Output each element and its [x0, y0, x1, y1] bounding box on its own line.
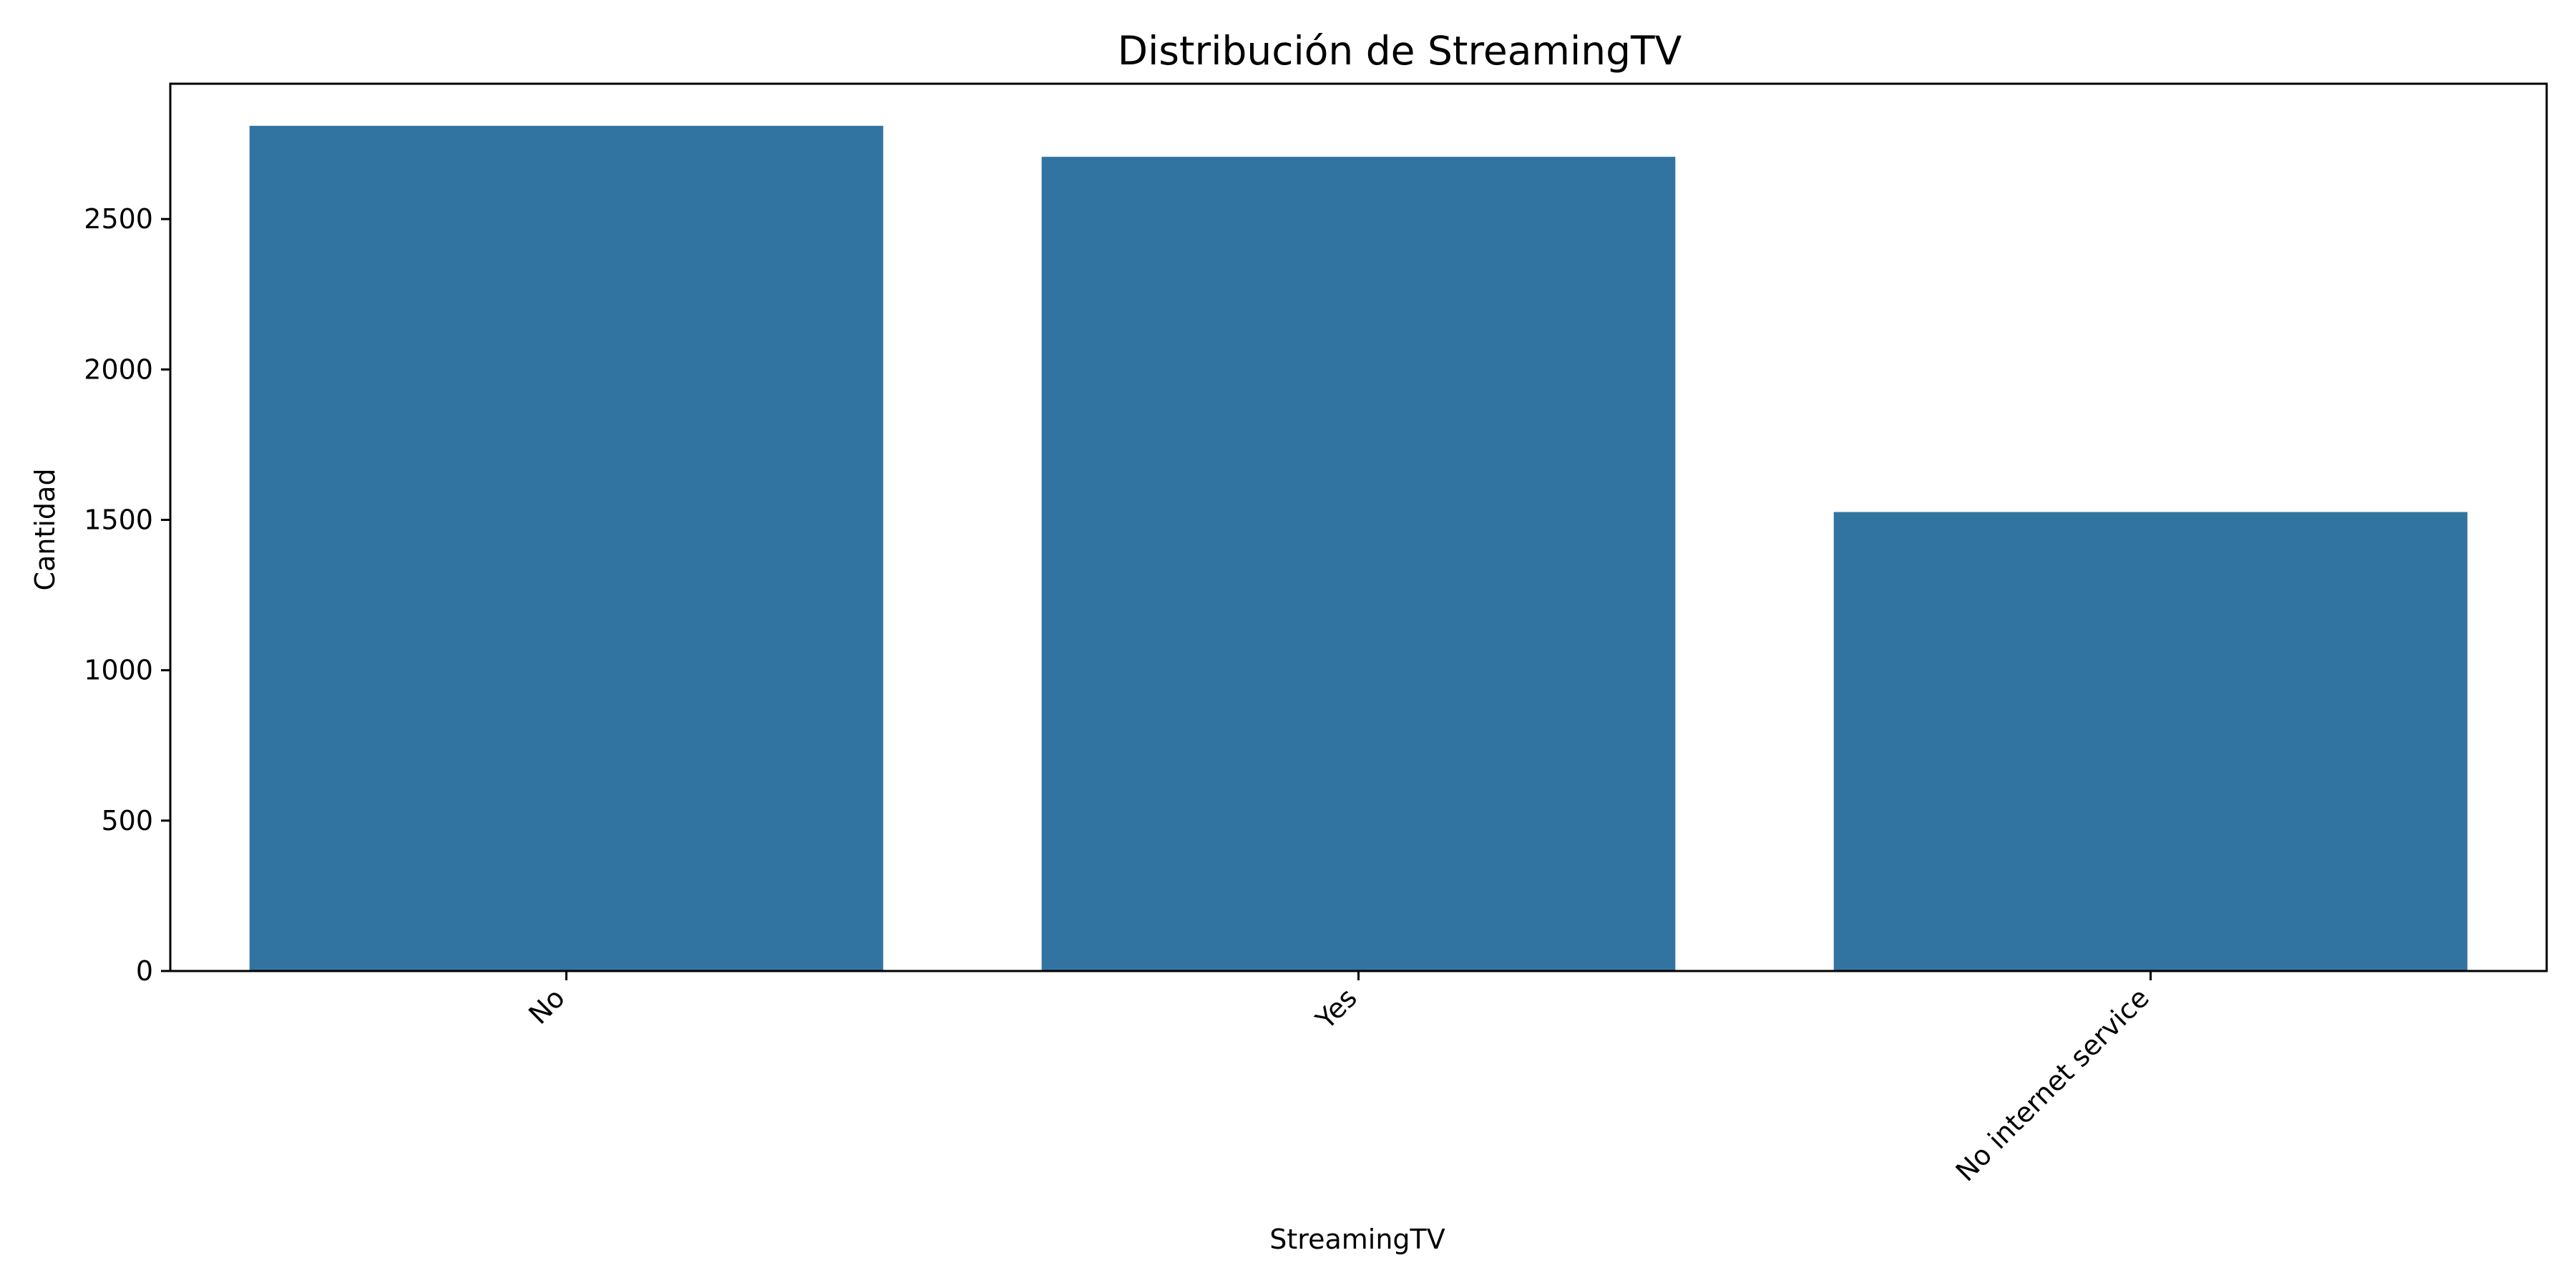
y-axis-label: Cantidad [29, 469, 61, 591]
y-tick-label: 1500 [84, 504, 153, 535]
axes-frame [169, 82, 2548, 972]
y-tick-label: 0 [136, 955, 153, 987]
chart-title: Distribución de StreamingTV [1118, 28, 1682, 74]
x-axis-label: StreamingTV [1269, 1224, 1445, 1255]
bar-yes [1041, 157, 1676, 972]
y-tick-label: 500 [101, 805, 153, 836]
bar-no [249, 125, 884, 972]
y-tick-label: 2000 [84, 353, 153, 385]
y-tick-label: 2500 [84, 203, 153, 235]
y-tick-label: 1000 [84, 655, 153, 686]
bar-no-internet-service [1833, 512, 2468, 971]
